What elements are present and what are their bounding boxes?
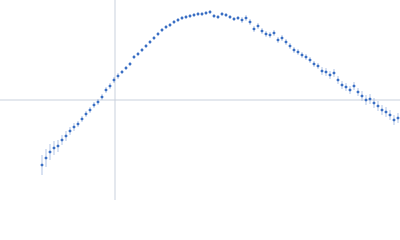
data-point — [260, 29, 264, 33]
data-point — [364, 98, 368, 102]
data-point — [40, 163, 44, 167]
data-point — [120, 70, 124, 74]
data-point — [252, 27, 256, 31]
data-point — [44, 156, 48, 160]
data-point — [276, 38, 280, 42]
data-point — [368, 97, 372, 101]
data-point — [56, 144, 60, 148]
data-point — [320, 69, 324, 73]
data-point — [48, 150, 52, 154]
data-point — [196, 12, 200, 16]
data-point — [388, 113, 392, 117]
data-point — [104, 88, 108, 92]
data-point — [316, 64, 320, 68]
data-point — [136, 52, 140, 56]
data-point — [376, 104, 380, 108]
data-point — [392, 118, 396, 122]
data-point — [280, 36, 284, 40]
data-point — [68, 129, 72, 133]
data-point — [184, 15, 188, 19]
data-point — [80, 117, 84, 121]
data-point — [76, 122, 80, 126]
data-point — [72, 125, 76, 129]
data-point — [356, 90, 360, 94]
data-point — [372, 101, 376, 105]
data-point — [312, 62, 316, 66]
data-point — [100, 95, 104, 99]
data-point — [144, 44, 148, 48]
data-point — [264, 32, 268, 36]
data-point — [156, 32, 160, 36]
data-point — [188, 14, 192, 18]
data-point — [140, 48, 144, 52]
data-point — [240, 18, 244, 22]
data-point — [396, 116, 400, 120]
data-point — [220, 12, 224, 16]
data-point — [84, 112, 88, 116]
data-point — [340, 83, 344, 87]
data-point — [288, 44, 292, 48]
data-point — [256, 24, 260, 28]
data-point — [64, 134, 68, 138]
data-point — [112, 78, 116, 82]
chart — [0, 0, 400, 200]
data-point — [292, 48, 296, 52]
data-point — [216, 15, 220, 19]
data-point — [360, 94, 364, 98]
data-point — [88, 108, 92, 112]
data-point — [148, 40, 152, 44]
data-point — [180, 16, 184, 20]
data-point — [92, 103, 96, 107]
data-point — [384, 110, 388, 114]
data-point — [212, 14, 216, 18]
data-point — [116, 74, 120, 78]
data-point — [348, 88, 352, 92]
data-point — [108, 84, 112, 88]
data-point — [244, 16, 248, 20]
data-point — [324, 70, 328, 74]
data-point — [152, 36, 156, 40]
data-point — [164, 25, 168, 29]
data-point — [52, 146, 56, 150]
data-point — [228, 15, 232, 19]
data-point — [272, 31, 276, 35]
data-point — [96, 100, 100, 104]
data-point — [224, 13, 228, 17]
data-point — [352, 84, 356, 88]
data-point — [300, 53, 304, 57]
data-point — [268, 33, 272, 37]
data-point — [296, 50, 300, 54]
data-point — [208, 10, 212, 14]
data-point — [328, 73, 332, 77]
data-point — [128, 62, 132, 66]
data-point — [160, 28, 164, 32]
data-point — [176, 18, 180, 22]
data-point — [132, 55, 136, 59]
data-point — [332, 71, 336, 75]
data-point — [380, 108, 384, 112]
data-point — [284, 40, 288, 44]
data-point — [60, 138, 64, 142]
data-point — [236, 16, 240, 20]
data-point — [336, 78, 340, 82]
data-point — [200, 12, 204, 16]
data-point — [344, 85, 348, 89]
data-point — [168, 23, 172, 27]
data-point — [304, 55, 308, 59]
data-point — [248, 20, 252, 24]
data-point — [308, 58, 312, 62]
data-point — [204, 11, 208, 15]
data-point — [124, 66, 128, 70]
data-point — [172, 20, 176, 24]
data-point — [232, 17, 236, 21]
data-point — [192, 13, 196, 17]
